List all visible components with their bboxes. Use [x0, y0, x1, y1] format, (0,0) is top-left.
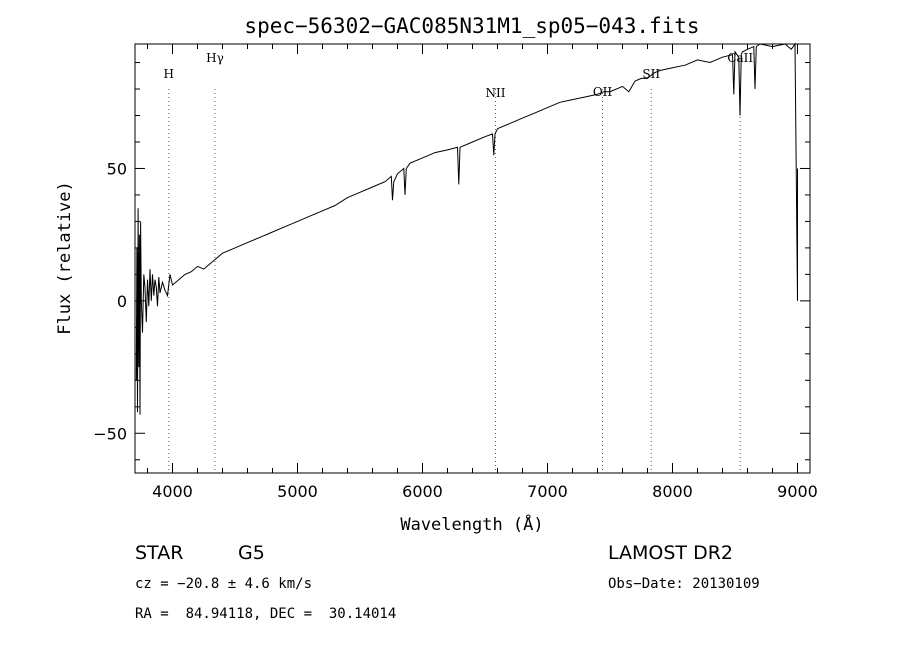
x-tick-label: 8000 — [652, 482, 693, 501]
line-marker-label: Hγ — [206, 51, 224, 65]
obs-date: Obs−Date: 20130109 — [608, 576, 760, 592]
y-axis-label: Flux (relative) — [55, 181, 75, 335]
spectrum-line — [135, 42, 798, 415]
x-tick-label: 9000 — [777, 482, 818, 501]
line-marker-label: CaII — [727, 51, 753, 65]
x-tick-label: 4000 — [152, 482, 193, 501]
line-marker-label: SII — [642, 67, 660, 81]
x-tick-label: 7000 — [527, 482, 568, 501]
survey-name: LAMOST DR2 — [608, 542, 733, 564]
y-tick-label: 0 — [117, 292, 127, 311]
coordinates: RA = 84.94118, DEC = 30.14014 — [135, 606, 397, 622]
plot-frame — [134, 43, 811, 474]
line-marker-label: H — [164, 67, 174, 81]
x-tick-label: 6000 — [402, 482, 443, 501]
x-tick-label: 5000 — [277, 482, 318, 501]
x-axis-label: Wavelength (Å) — [400, 513, 543, 535]
line-marker-label: NII — [486, 86, 506, 100]
chart-title: spec−56302−GAC085N31M1_sp05−043.fits — [244, 14, 699, 38]
y-ticks: −50 0 50 — [93, 62, 810, 461]
x-ticks: 4000 5000 6000 7000 8000 9000 — [147, 44, 818, 501]
subclass: G5 — [238, 542, 265, 564]
object-type: STAR — [135, 542, 184, 564]
y-tick-label: 50 — [107, 159, 127, 178]
y-tick-label: −50 — [93, 424, 127, 443]
redshift-cz: cz = −20.8 ± 4.6 km/s — [135, 576, 313, 592]
